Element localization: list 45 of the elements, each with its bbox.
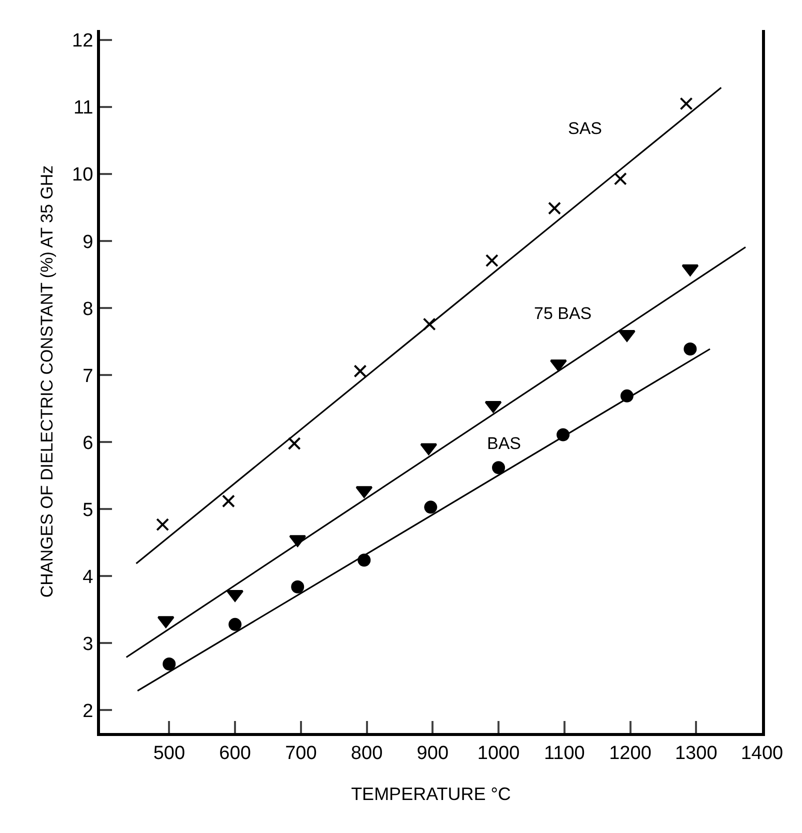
point (424, 500, 438, 514)
y-tick-label: 2 (82, 700, 94, 722)
point (550, 359, 567, 372)
x-tick-label: 1200 (609, 742, 652, 764)
x-tick-label: 800 (350, 742, 383, 764)
y-tick-label: 8 (82, 298, 94, 320)
point (420, 443, 438, 456)
series-label: BAS (487, 434, 522, 453)
y-tick-label: 5 (82, 500, 94, 521)
series-label: 75 BAS (534, 304, 592, 323)
point (288, 436, 301, 450)
point (422, 318, 436, 331)
y-tick-label: 4 (82, 566, 94, 588)
point (354, 364, 367, 378)
point (680, 97, 693, 110)
point (614, 172, 627, 186)
point (682, 264, 699, 276)
point (228, 618, 242, 631)
point (548, 202, 562, 215)
x-tick-label: 1400 (740, 742, 784, 764)
x-tick-label: 1100 (544, 742, 585, 764)
point (156, 518, 170, 532)
point (162, 657, 176, 670)
point (485, 254, 498, 268)
y-tick-label: 12 (72, 30, 94, 52)
x-tick-label: 700 (285, 742, 317, 764)
point (358, 554, 371, 567)
x-tick-label: 900 (416, 742, 448, 764)
text: SAS (568, 119, 602, 138)
y-axis-title: CHANGES OF DIELECTRIC CONSTANT (%) AT 35 GHz (38, 165, 57, 598)
y-tick-label: 3 (82, 634, 94, 655)
x-axis-title: TEMPERATURE °C (351, 784, 511, 804)
y-tick-label: 9 (82, 232, 94, 253)
x-tick-label: 1300 (674, 742, 718, 764)
y-tick-label: 11 (73, 98, 94, 119)
point (291, 580, 304, 594)
y-tick-label: 6 (82, 432, 94, 454)
point (222, 494, 235, 508)
x-tick-label: 600 (219, 742, 251, 764)
x-tick-label: 1000 (477, 742, 520, 764)
y-tick-label: 7 (82, 366, 94, 387)
point (684, 342, 697, 356)
y-tick-label: 10 (72, 164, 94, 186)
point (492, 461, 506, 474)
x-tick-label: 500 (153, 742, 186, 764)
